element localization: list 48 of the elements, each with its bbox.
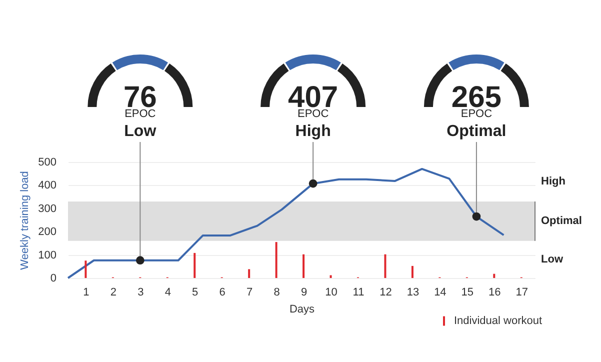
text: Low: [124, 123, 157, 140]
text: High: [541, 176, 566, 188]
bar: [384, 254, 386, 278]
y-tick-label: 0: [50, 272, 56, 284]
bar: [493, 274, 496, 278]
x-tick-label: 13: [406, 286, 420, 298]
x-tick-label: 5: [192, 286, 198, 298]
y-tick-label: 300: [38, 202, 56, 215]
bar: [248, 269, 250, 278]
text: Optimal: [446, 123, 506, 140]
x-tick-label: 15: [461, 286, 474, 298]
y-axis-title: Weekly training load: [19, 171, 32, 270]
x-tick-label: 2: [110, 286, 116, 298]
y-tick-label: 200: [38, 226, 56, 238]
x-tick-label: 12: [380, 286, 392, 298]
x-tick-label: 4: [164, 286, 171, 298]
text: Low: [541, 253, 564, 266]
bar: [84, 260, 87, 278]
bar: [302, 254, 305, 278]
x-axis-title: Days: [289, 304, 316, 316]
x-tick-label: 6: [219, 286, 226, 298]
x-tick-label: 10: [325, 286, 338, 298]
x-tick-label: 16: [488, 286, 501, 298]
text: EPOC: [124, 108, 156, 120]
point: [308, 179, 318, 188]
legend-label: Individual workout: [454, 315, 542, 327]
band-label: Optimal: [541, 215, 582, 228]
x-tick-label: 7: [246, 286, 253, 298]
bar: [411, 266, 414, 278]
x-tick-label: 11: [352, 286, 364, 298]
point: [472, 212, 481, 221]
bar: [194, 252, 196, 278]
x-tick-label: 17: [516, 286, 528, 298]
x-tick-label: 9: [300, 286, 308, 298]
bar: [330, 275, 332, 278]
x-tick-label: 14: [434, 286, 446, 298]
text: EPOC: [460, 108, 492, 120]
x-tick-label: 8: [274, 286, 280, 298]
y-tick-label: 100: [38, 249, 56, 262]
point: [136, 256, 144, 265]
text: EPOC: [297, 108, 329, 120]
bar: [275, 242, 278, 278]
line-series: [67, 168, 505, 279]
y-tick-label: 500: [38, 156, 56, 168]
text: High: [295, 123, 331, 140]
x-tick-label: 3: [138, 286, 144, 298]
x-tick-label: 1: [83, 286, 90, 298]
y-tick-label: 400: [38, 180, 56, 192]
